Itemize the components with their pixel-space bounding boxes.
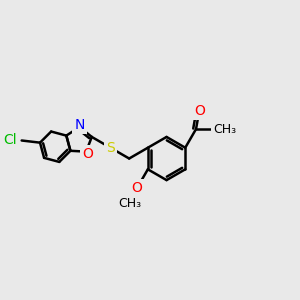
Text: O: O (132, 181, 142, 195)
Text: S: S (106, 141, 115, 155)
Text: Cl: Cl (4, 134, 17, 148)
Text: O: O (82, 147, 93, 161)
Text: O: O (194, 104, 205, 118)
Text: CH₃: CH₃ (118, 197, 141, 210)
Text: CH₃: CH₃ (214, 122, 237, 136)
Text: N: N (74, 118, 85, 132)
